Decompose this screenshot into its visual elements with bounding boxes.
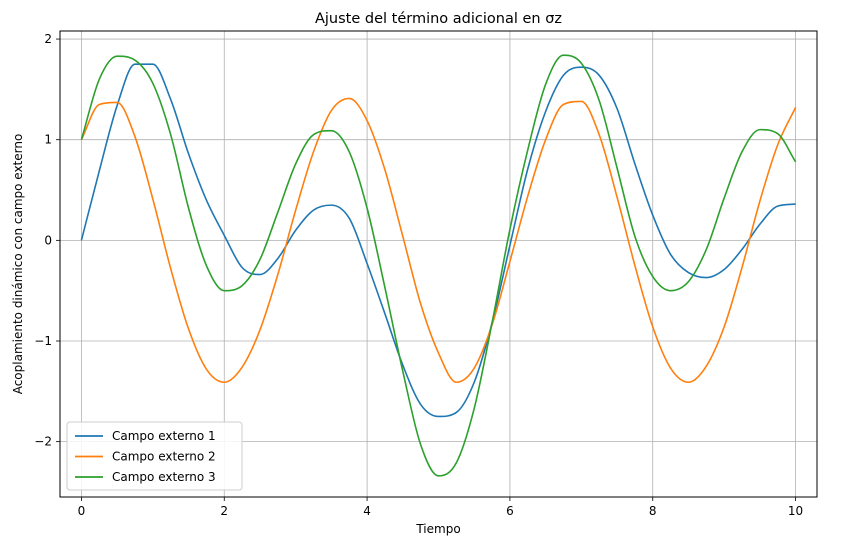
x-tick-label: 8 — [649, 504, 657, 518]
x-tick-label: 10 — [788, 504, 803, 518]
y-tick-label: 1 — [44, 133, 52, 147]
x-tick-label: 4 — [363, 504, 371, 518]
y-tick-label: 2 — [44, 32, 52, 46]
series-line-3 — [80, 54, 797, 477]
y-tick-label: −2 — [34, 435, 52, 449]
y-tick-label: −1 — [34, 334, 52, 348]
legend-box — [66, 421, 243, 491]
plot-lines — [80, 54, 797, 477]
x-tick-label: 2 — [220, 504, 228, 518]
y-tick-label: 0 — [44, 233, 52, 247]
x-tick-label: 0 — [78, 504, 86, 518]
x-tick-label: 6 — [506, 504, 514, 518]
legend-label: Campo externo 3 — [112, 470, 216, 484]
ticks: 0 2 4 6 8 10 −2 −1 0 1 2 — [34, 32, 803, 518]
series-line-2 — [80, 97, 797, 384]
legend-label: Campo externo 1 — [112, 429, 216, 443]
chart-title: Ajuste del término adicional en σz — [315, 11, 562, 27]
series-line-1 — [80, 63, 796, 418]
legend-label: Campo externo 2 — [112, 450, 216, 464]
axes-frame — [59, 30, 818, 498]
y-axis-title: Acoplamiento dinámico con campo externo — [11, 134, 25, 395]
x-axis-title: Tiempo — [415, 522, 460, 536]
legend: Campo externo 1 Campo externo 2 Campo exte… — [66, 421, 243, 491]
